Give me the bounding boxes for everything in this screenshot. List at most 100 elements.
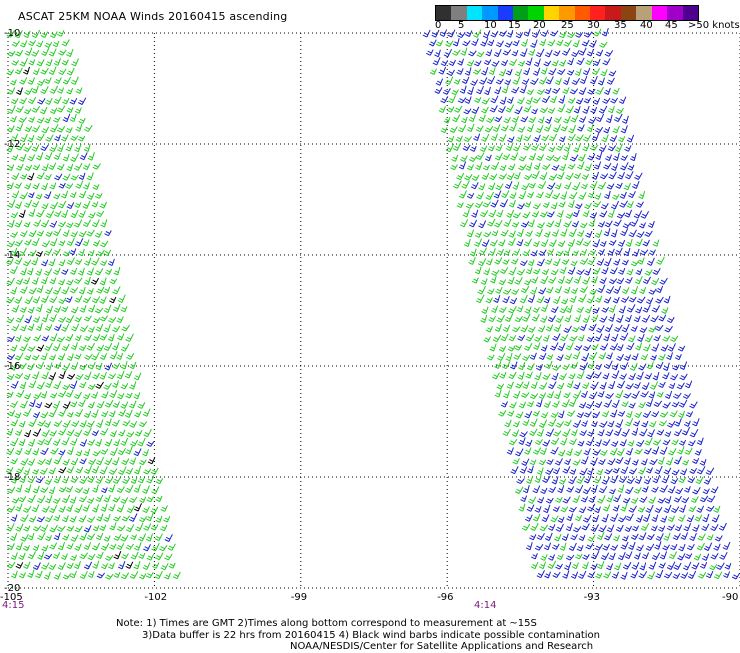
wind-barb xyxy=(96,572,106,579)
wind-barb xyxy=(109,278,118,285)
wind-barb xyxy=(73,277,83,284)
wind-barb xyxy=(31,354,40,361)
wind-barb xyxy=(620,296,630,303)
wind-barb xyxy=(36,59,45,67)
wind-barb xyxy=(43,571,51,580)
wind-barb xyxy=(588,323,597,332)
wind-barb xyxy=(478,220,487,229)
wind-barb xyxy=(62,250,71,257)
wind-barb xyxy=(134,430,143,437)
wind-barb xyxy=(49,504,58,514)
wind-barb xyxy=(438,66,447,75)
wind-barb xyxy=(559,542,567,551)
wind-barb xyxy=(532,485,541,494)
wind-barb xyxy=(91,504,99,513)
wind-barb xyxy=(598,145,607,152)
wind-barb xyxy=(45,210,55,219)
wind-barb xyxy=(612,152,620,161)
wind-barb xyxy=(107,334,115,342)
wind-barb xyxy=(10,570,18,579)
wind-barb xyxy=(94,307,104,314)
wind-barb xyxy=(696,505,705,513)
wind-barb xyxy=(50,31,58,39)
wind-barb xyxy=(639,562,647,571)
wind-barb xyxy=(611,571,620,579)
wind-barb xyxy=(62,153,70,162)
wind-barb xyxy=(626,342,635,351)
wind-barb xyxy=(553,116,562,124)
wind-barb xyxy=(609,447,618,456)
wind-barb xyxy=(610,229,618,238)
wind-barb xyxy=(9,265,18,275)
wind-barb xyxy=(470,182,479,190)
wind-barb xyxy=(37,78,46,86)
wind-barb xyxy=(585,542,594,550)
wind-barb xyxy=(74,143,82,153)
wind-barb xyxy=(117,333,125,341)
wind-barb xyxy=(469,146,477,152)
wind-barb xyxy=(66,279,74,286)
wind-barb xyxy=(82,200,91,209)
wind-barb xyxy=(96,249,105,257)
wind-barb xyxy=(486,116,495,124)
wind-barb xyxy=(625,171,634,180)
wind-barb xyxy=(492,334,502,343)
wind-barb xyxy=(631,427,639,436)
wind-barb xyxy=(537,116,545,124)
wind-barb xyxy=(103,342,113,351)
wind-barb xyxy=(572,495,581,504)
legend-swatch xyxy=(513,6,529,20)
wind-barb xyxy=(65,222,74,229)
wind-barb xyxy=(593,161,602,170)
wind-barb xyxy=(45,458,52,465)
wind-barb xyxy=(96,400,105,409)
wind-barb xyxy=(659,411,669,418)
wind-barb xyxy=(113,571,121,579)
wind-barb xyxy=(624,354,631,361)
wind-barb xyxy=(596,325,605,333)
wind-barb xyxy=(474,96,482,103)
wind-barb xyxy=(477,258,487,267)
wind-barb xyxy=(636,296,646,304)
lon-tick-label: -90 xyxy=(722,592,739,603)
wind-barb xyxy=(599,277,607,284)
wind-barb xyxy=(48,467,56,475)
wind-barb xyxy=(70,231,78,238)
legend-tick-label: 45 xyxy=(665,20,678,31)
wind-barb xyxy=(61,363,71,371)
wind-barb xyxy=(563,325,572,333)
wind-barb xyxy=(592,449,602,456)
wind-barb xyxy=(607,458,616,466)
wind-barb xyxy=(548,239,557,248)
wind-barb xyxy=(37,532,46,541)
wind-barb xyxy=(656,256,665,265)
wind-barb xyxy=(663,467,672,475)
wind-barb xyxy=(540,412,549,419)
wind-barb xyxy=(566,486,575,493)
wind-barb xyxy=(613,324,623,333)
wind-barb xyxy=(655,569,664,579)
wind-barb xyxy=(35,322,43,332)
wind-barb xyxy=(621,323,630,333)
wind-barb xyxy=(656,391,664,398)
wind-barb xyxy=(52,40,60,48)
wind-barb xyxy=(440,96,449,104)
wind-barb xyxy=(40,524,49,532)
wind-barb xyxy=(100,448,109,455)
wind-barb xyxy=(578,191,587,200)
wind-barb xyxy=(466,192,475,199)
wind-barb xyxy=(662,439,671,446)
wind-barb xyxy=(487,145,495,152)
wind-barb xyxy=(677,446,685,455)
wind-barb xyxy=(645,297,654,305)
wind-barb xyxy=(634,448,643,455)
wind-barb xyxy=(672,573,681,580)
wind-barb xyxy=(516,97,525,105)
map-grid xyxy=(7,32,740,589)
wind-barb xyxy=(11,324,20,332)
wind-barb xyxy=(592,201,602,208)
wind-barb xyxy=(145,572,154,579)
wind-barb xyxy=(39,467,48,475)
wind-barb xyxy=(595,86,604,95)
wind-barb xyxy=(545,497,554,504)
